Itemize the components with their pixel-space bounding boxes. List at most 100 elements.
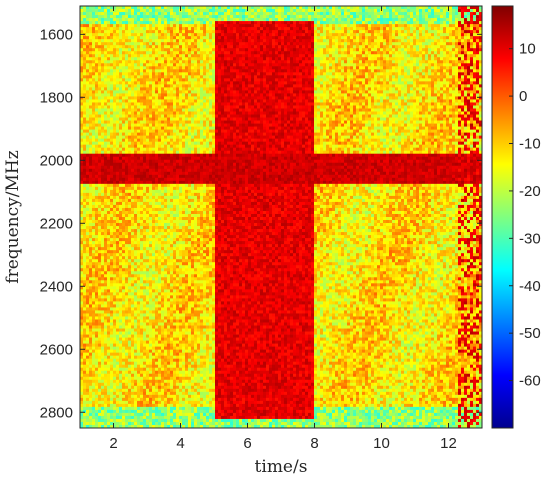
heatmap-cell	[158, 271, 161, 274]
heatmap-cell	[98, 250, 101, 253]
heatmap-cell	[104, 307, 107, 310]
heatmap-cell	[122, 87, 125, 90]
heatmap-cell	[104, 78, 107, 81]
heatmap-cell	[128, 178, 131, 181]
heatmap-cell	[110, 319, 113, 322]
heatmap-cell	[107, 18, 110, 21]
heatmap-cell	[149, 335, 152, 338]
heatmap-cell	[173, 392, 176, 395]
heatmap-cell	[170, 401, 173, 404]
heatmap-cell	[83, 136, 86, 139]
heatmap-cell	[116, 136, 119, 139]
heatmap-cell	[146, 283, 149, 286]
heatmap-cell	[140, 313, 143, 316]
heatmap-cell	[179, 90, 182, 93]
heatmap-cell	[176, 307, 179, 310]
heatmap-cell	[179, 105, 182, 108]
heatmap-cell	[119, 151, 122, 154]
heatmap-cell	[182, 332, 185, 335]
heatmap-cell	[116, 341, 119, 344]
heatmap-cell	[92, 154, 95, 157]
heatmap-cell	[101, 295, 104, 298]
heatmap-cell	[131, 395, 134, 398]
heatmap-cell	[164, 15, 167, 18]
heatmap-cell	[107, 407, 110, 410]
heatmap-cell	[149, 112, 152, 115]
heatmap-cell	[113, 166, 116, 169]
heatmap-cell	[89, 368, 92, 371]
heatmap-cell	[161, 139, 164, 142]
heatmap-cell	[152, 145, 155, 148]
heatmap-cell	[131, 407, 134, 410]
heatmap-cell	[182, 359, 185, 362]
heatmap-cell	[95, 93, 98, 96]
heatmap-cell	[182, 166, 185, 169]
heatmap-cell	[152, 319, 155, 322]
heatmap-cell	[119, 69, 122, 72]
heatmap-cell	[170, 235, 173, 238]
heatmap-cell	[110, 347, 113, 350]
heatmap-cell	[101, 72, 104, 75]
heatmap-cell	[179, 286, 182, 289]
heatmap-cell	[131, 193, 134, 196]
heatmap-cell	[155, 81, 158, 84]
heatmap-cell	[110, 332, 113, 335]
heatmap-cell	[161, 121, 164, 124]
heatmap-cell	[140, 250, 143, 253]
heatmap-cell	[152, 30, 155, 33]
heatmap-cell	[98, 166, 101, 169]
heatmap-cell	[86, 127, 89, 130]
heatmap-cell	[176, 374, 179, 377]
heatmap-cell	[143, 148, 146, 151]
heatmap-cell	[83, 9, 86, 12]
heatmap-cell	[125, 208, 128, 211]
heatmap-cell	[149, 329, 152, 332]
heatmap-cell	[101, 323, 104, 326]
heatmap-cell	[170, 208, 173, 211]
heatmap-cell	[119, 54, 122, 57]
heatmap-cell	[122, 304, 125, 307]
heatmap-cell	[170, 93, 173, 96]
heatmap-cell	[83, 304, 86, 307]
heatmap-cell	[140, 21, 143, 24]
heatmap-cell	[179, 45, 182, 48]
heatmap-cell	[110, 133, 113, 136]
heatmap-cell	[104, 172, 107, 175]
heatmap-cell	[161, 329, 164, 332]
heatmap-cell	[122, 368, 125, 371]
heatmap-cell	[86, 232, 89, 235]
heatmap-cell	[116, 6, 119, 9]
heatmap-cell	[149, 386, 152, 389]
heatmap-cell	[128, 413, 131, 416]
heatmap-cell	[92, 75, 95, 78]
heatmap-cell	[155, 205, 158, 208]
heatmap-cell	[167, 353, 170, 356]
heatmap-cell	[140, 202, 143, 205]
heatmap-cell	[86, 169, 89, 172]
heatmap-cell	[95, 169, 98, 172]
heatmap-cell	[113, 365, 116, 368]
heatmap-cell	[173, 24, 176, 27]
heatmap-cell	[158, 45, 161, 48]
heatmap-cell	[134, 377, 137, 380]
heatmap-cell	[164, 356, 167, 359]
heatmap-cell	[176, 112, 179, 115]
heatmap-cell	[176, 410, 179, 413]
heatmap-cell	[158, 160, 161, 163]
heatmap-cell	[164, 329, 167, 332]
heatmap-cell	[122, 332, 125, 335]
heatmap-cell	[101, 347, 104, 350]
heatmap-cell	[104, 413, 107, 416]
heatmap-cell	[89, 295, 92, 298]
heatmap-cell	[80, 338, 83, 341]
heatmap-cell	[116, 48, 119, 51]
heatmap-cell	[80, 169, 83, 172]
heatmap-cell	[164, 289, 167, 292]
heatmap-cell	[155, 15, 158, 18]
heatmap-cell	[110, 202, 113, 205]
heatmap-cell	[98, 57, 101, 60]
heatmap-cell	[92, 24, 95, 27]
heatmap-cell	[137, 163, 140, 166]
heatmap-cell	[119, 407, 122, 410]
heatmap-cell	[173, 329, 176, 332]
